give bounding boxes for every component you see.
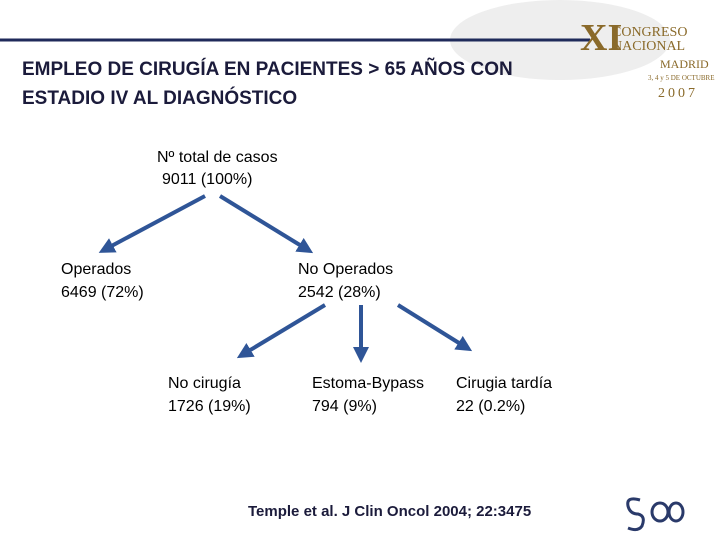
logo-text: 3, 4 y 5 DE OCTUBRE [648, 74, 715, 82]
logo-text: 2007 [658, 86, 698, 101]
logo-numeral: XI [580, 17, 622, 59]
title: ESTADIO IV AL DIAGNÓSTICO [22, 87, 297, 109]
node-label: 1726 (19%) [168, 398, 251, 415]
logo-text: CONGRESO [612, 25, 687, 40]
node-label: 22 (0.2%) [456, 398, 525, 415]
logo-text: MADRID [660, 57, 709, 71]
node-label: No Operados [298, 261, 393, 278]
citation: Temple et al. J Clin Oncol 2004; 22:3475 [248, 503, 531, 520]
arrow [98, 194, 206, 253]
arrow [218, 194, 314, 254]
node-label: 9011 (100%) [162, 171, 252, 188]
arrow [236, 303, 327, 359]
logo-text: NACIONAL [612, 39, 685, 54]
title: EMPLEO DE CIRUGÍA EN PACIENTES > 65 AÑOS… [22, 58, 513, 80]
node-label: Nº total de casos [157, 149, 278, 166]
node-label: Cirugia tardía [456, 375, 552, 392]
node-label: Operados [61, 261, 131, 278]
node-label: 2542 (28%) [298, 284, 381, 301]
society-logo [626, 497, 685, 532]
node-label: No cirugía [168, 375, 241, 392]
node-label: 794 (9%) [312, 398, 377, 415]
arrow [396, 303, 473, 352]
node-label: Estoma-Bypass [312, 375, 424, 392]
node-label: 6469 (72%) [61, 284, 144, 301]
